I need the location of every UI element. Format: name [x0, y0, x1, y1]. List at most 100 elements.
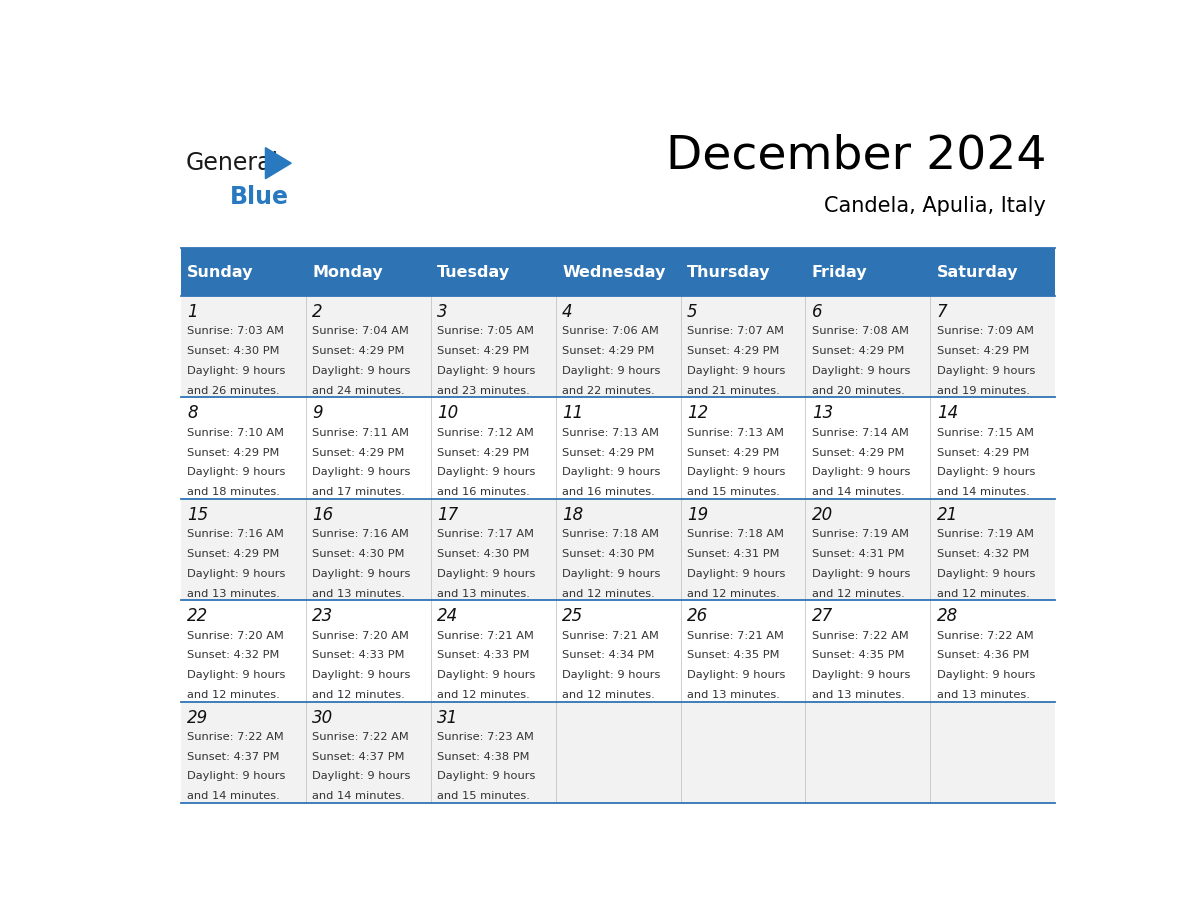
Text: Sunset: 4:33 PM: Sunset: 4:33 PM [437, 650, 530, 660]
Text: and 26 minutes.: and 26 minutes. [188, 386, 280, 396]
Text: Sunset: 4:31 PM: Sunset: 4:31 PM [811, 549, 904, 559]
Text: Sunset: 4:37 PM: Sunset: 4:37 PM [312, 752, 405, 762]
Text: Sunrise: 7:14 AM: Sunrise: 7:14 AM [811, 428, 909, 438]
Text: 24: 24 [437, 607, 459, 625]
Text: Daylight: 9 hours: Daylight: 9 hours [188, 670, 285, 680]
Text: Sunset: 4:30 PM: Sunset: 4:30 PM [312, 549, 405, 559]
Text: December 2024: December 2024 [665, 134, 1047, 179]
Text: Thursday: Thursday [687, 264, 771, 279]
Text: 5: 5 [687, 303, 697, 321]
Text: Sunset: 4:29 PM: Sunset: 4:29 PM [687, 346, 779, 356]
Text: Daylight: 9 hours: Daylight: 9 hours [687, 366, 785, 376]
Text: 18: 18 [562, 506, 583, 524]
Text: 15: 15 [188, 506, 208, 524]
Text: Sunrise: 7:17 AM: Sunrise: 7:17 AM [437, 529, 535, 539]
Text: Daylight: 9 hours: Daylight: 9 hours [312, 771, 411, 781]
Text: and 18 minutes.: and 18 minutes. [188, 487, 280, 498]
Text: Sunset: 4:29 PM: Sunset: 4:29 PM [437, 448, 530, 457]
Text: and 12 minutes.: and 12 minutes. [188, 690, 280, 700]
Text: Daylight: 9 hours: Daylight: 9 hours [562, 467, 661, 477]
Text: Daylight: 9 hours: Daylight: 9 hours [811, 670, 910, 680]
Text: and 12 minutes.: and 12 minutes. [687, 588, 779, 599]
Text: Sunset: 4:30 PM: Sunset: 4:30 PM [188, 346, 279, 356]
Text: Daylight: 9 hours: Daylight: 9 hours [811, 467, 910, 477]
Polygon shape [265, 148, 291, 179]
Text: and 22 minutes.: and 22 minutes. [562, 386, 655, 396]
Text: Sunset: 4:37 PM: Sunset: 4:37 PM [188, 752, 279, 762]
Text: 11: 11 [562, 405, 583, 422]
Text: Sunrise: 7:19 AM: Sunrise: 7:19 AM [811, 529, 909, 539]
Text: 22: 22 [188, 607, 208, 625]
Text: 29: 29 [188, 709, 208, 726]
Text: Sunrise: 7:13 AM: Sunrise: 7:13 AM [562, 428, 659, 438]
Text: Sunrise: 7:23 AM: Sunrise: 7:23 AM [437, 732, 533, 742]
Text: Sunset: 4:36 PM: Sunset: 4:36 PM [937, 650, 1029, 660]
Text: Sunset: 4:29 PM: Sunset: 4:29 PM [811, 448, 904, 457]
Text: Monday: Monday [312, 264, 383, 279]
Text: Daylight: 9 hours: Daylight: 9 hours [937, 467, 1035, 477]
Text: Daylight: 9 hours: Daylight: 9 hours [188, 467, 285, 477]
Text: and 12 minutes.: and 12 minutes. [562, 588, 655, 599]
Text: and 14 minutes.: and 14 minutes. [937, 487, 1030, 498]
Text: and 13 minutes.: and 13 minutes. [937, 690, 1030, 700]
Text: Daylight: 9 hours: Daylight: 9 hours [188, 569, 285, 578]
Text: Daylight: 9 hours: Daylight: 9 hours [188, 771, 285, 781]
Text: Sunset: 4:31 PM: Sunset: 4:31 PM [687, 549, 779, 559]
Text: and 14 minutes.: and 14 minutes. [811, 487, 905, 498]
Text: Saturday: Saturday [937, 264, 1018, 279]
Text: Sunset: 4:29 PM: Sunset: 4:29 PM [562, 346, 655, 356]
Text: and 15 minutes.: and 15 minutes. [687, 487, 779, 498]
Text: Sunrise: 7:04 AM: Sunrise: 7:04 AM [312, 327, 409, 337]
Text: Daylight: 9 hours: Daylight: 9 hours [562, 569, 661, 578]
Text: Friday: Friday [811, 264, 867, 279]
Text: Daylight: 9 hours: Daylight: 9 hours [937, 670, 1035, 680]
Text: and 15 minutes.: and 15 minutes. [437, 791, 530, 801]
Text: Sunrise: 7:13 AM: Sunrise: 7:13 AM [687, 428, 784, 438]
Text: Sunset: 4:35 PM: Sunset: 4:35 PM [811, 650, 904, 660]
Text: 30: 30 [312, 709, 334, 726]
Text: Sunset: 4:35 PM: Sunset: 4:35 PM [687, 650, 779, 660]
Text: Daylight: 9 hours: Daylight: 9 hours [937, 366, 1035, 376]
Text: 6: 6 [811, 303, 822, 321]
Text: Sunrise: 7:21 AM: Sunrise: 7:21 AM [562, 631, 659, 641]
Text: Sunrise: 7:11 AM: Sunrise: 7:11 AM [312, 428, 409, 438]
Text: Sunset: 4:29 PM: Sunset: 4:29 PM [937, 448, 1029, 457]
Text: Blue: Blue [229, 185, 289, 209]
Text: Daylight: 9 hours: Daylight: 9 hours [312, 670, 411, 680]
Text: and 12 minutes.: and 12 minutes. [811, 588, 905, 599]
Text: Daylight: 9 hours: Daylight: 9 hours [811, 569, 910, 578]
Text: 10: 10 [437, 405, 459, 422]
Text: 2: 2 [312, 303, 323, 321]
Text: Sunrise: 7:08 AM: Sunrise: 7:08 AM [811, 327, 909, 337]
Bar [181, 248, 1055, 297]
Text: and 14 minutes.: and 14 minutes. [312, 791, 405, 801]
Text: and 12 minutes.: and 12 minutes. [937, 588, 1030, 599]
Text: Sunset: 4:29 PM: Sunset: 4:29 PM [312, 448, 404, 457]
Text: and 13 minutes.: and 13 minutes. [811, 690, 905, 700]
Text: Daylight: 9 hours: Daylight: 9 hours [687, 467, 785, 477]
Text: 1: 1 [188, 303, 197, 321]
Text: 26: 26 [687, 607, 708, 625]
Text: and 12 minutes.: and 12 minutes. [562, 690, 655, 700]
Text: General: General [185, 151, 278, 175]
Text: Sunrise: 7:03 AM: Sunrise: 7:03 AM [188, 327, 284, 337]
Text: Sunrise: 7:10 AM: Sunrise: 7:10 AM [188, 428, 284, 438]
Text: 16: 16 [312, 506, 334, 524]
Text: Daylight: 9 hours: Daylight: 9 hours [437, 670, 536, 680]
Text: Daylight: 9 hours: Daylight: 9 hours [312, 569, 411, 578]
Text: and 13 minutes.: and 13 minutes. [312, 588, 405, 599]
Text: Sunrise: 7:20 AM: Sunrise: 7:20 AM [312, 631, 409, 641]
Bar [181, 701, 1055, 803]
Text: and 17 minutes.: and 17 minutes. [312, 487, 405, 498]
Text: Sunset: 4:30 PM: Sunset: 4:30 PM [562, 549, 655, 559]
Text: 8: 8 [188, 405, 197, 422]
Text: 23: 23 [312, 607, 334, 625]
Bar [181, 297, 1055, 397]
Text: Sunrise: 7:22 AM: Sunrise: 7:22 AM [312, 732, 409, 742]
Text: and 13 minutes.: and 13 minutes. [188, 588, 280, 599]
Text: Sunrise: 7:07 AM: Sunrise: 7:07 AM [687, 327, 784, 337]
Bar [181, 397, 1055, 498]
Bar [181, 498, 1055, 600]
Text: Sunday: Sunday [188, 264, 254, 279]
Text: 28: 28 [937, 607, 959, 625]
